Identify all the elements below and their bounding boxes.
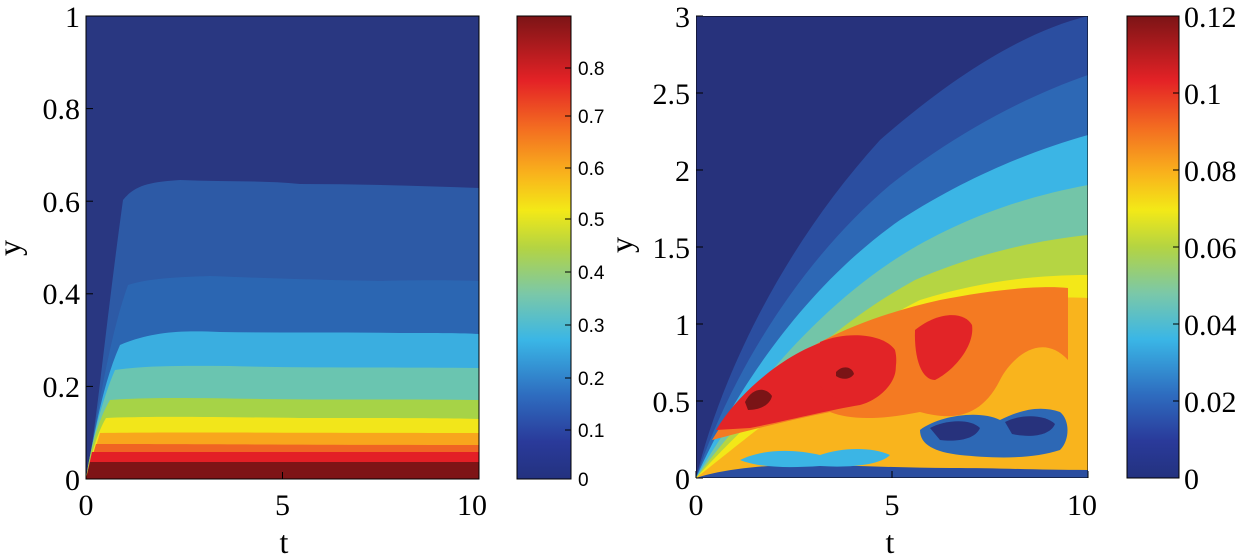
left-ytick-4: 0.8	[43, 93, 81, 126]
left-cb-tick-6: 0.6	[578, 159, 604, 180]
right-cb-tick-4: 0.08	[1184, 155, 1237, 188]
right-cb-tick-6: 0.12	[1184, 1, 1237, 34]
left-y-axis-label: y	[0, 240, 27, 256]
right-plot-area	[696, 16, 1088, 478]
left-xtick-1: 5	[275, 489, 290, 522]
left-xtick-2: 10	[457, 489, 487, 522]
right-xtick-2: 10	[1067, 489, 1097, 522]
right-ytick-5: 2.5	[653, 78, 691, 111]
left-x-axis-label: t	[280, 524, 289, 557]
right-ytick-2: 1	[675, 309, 690, 342]
left-cb-tick-0: 0	[578, 470, 589, 491]
left-chart: 0 0.2 0.4 0.6 0.8 1 0 5 10 t y	[0, 1, 605, 557]
left-ytick-5: 1	[65, 1, 80, 34]
left-cb-tick-5: 0.5	[578, 210, 604, 231]
right-cb-tick-1: 0.02	[1184, 386, 1237, 419]
left-cb-tick-1: 0.1	[578, 421, 604, 442]
left-plot-area	[85, 15, 480, 480]
left-xtick-0: 0	[79, 489, 94, 522]
left-cb-tick-7: 0.7	[578, 107, 604, 128]
right-cb-tick-0: 0	[1184, 463, 1199, 496]
right-cb-tick-5: 0.1	[1184, 78, 1222, 111]
right-cb-tick-3: 0.06	[1184, 232, 1237, 265]
right-x-axis-label: t	[886, 524, 895, 557]
right-ytick-6: 3	[675, 1, 690, 34]
right-y-axis-label: y	[603, 237, 639, 253]
right-colorbar: 0 0.02 0.04 0.06 0.08 0.1 0.12	[1126, 1, 1237, 496]
left-cb-tick-8: 0.8	[578, 59, 604, 80]
left-cb-tick-2: 0.2	[578, 369, 604, 390]
right-cb-tick-2: 0.04	[1184, 309, 1237, 342]
left-cb-tick-4: 0.4	[578, 263, 605, 284]
left-y-axis-ticks: 0 0.2 0.4 0.6 0.8 1	[43, 1, 479, 497]
right-ytick-1: 0.5	[653, 386, 691, 419]
right-xtick-0: 0	[689, 489, 704, 522]
left-ytick-0: 0	[65, 464, 80, 497]
left-cb-tick-3: 0.3	[578, 316, 604, 337]
left-colorbar: 0 0.1 0.2 0.3 0.4 0.5 0.6 0.7 0.8	[516, 15, 605, 491]
right-ytick-4: 2	[675, 155, 690, 188]
left-ytick-1: 0.2	[43, 371, 81, 404]
right-chart: 0 0.5 1 1.5 2 2.5 3 0 5 10 t y 0	[603, 1, 1237, 557]
right-ytick-0: 0	[675, 463, 690, 496]
right-xtick-1: 5	[885, 489, 900, 522]
right-ytick-3: 1.5	[653, 232, 691, 265]
left-ytick-3: 0.6	[43, 186, 81, 219]
left-x-axis-ticks: 0 5 10	[79, 472, 487, 522]
right-y-axis-ticks: 0 0.5 1 1.5 2 2.5 3	[653, 1, 703, 496]
right-x-axis-ticks: 0 5 10	[689, 471, 1097, 522]
left-ytick-2: 0.4	[43, 278, 81, 311]
